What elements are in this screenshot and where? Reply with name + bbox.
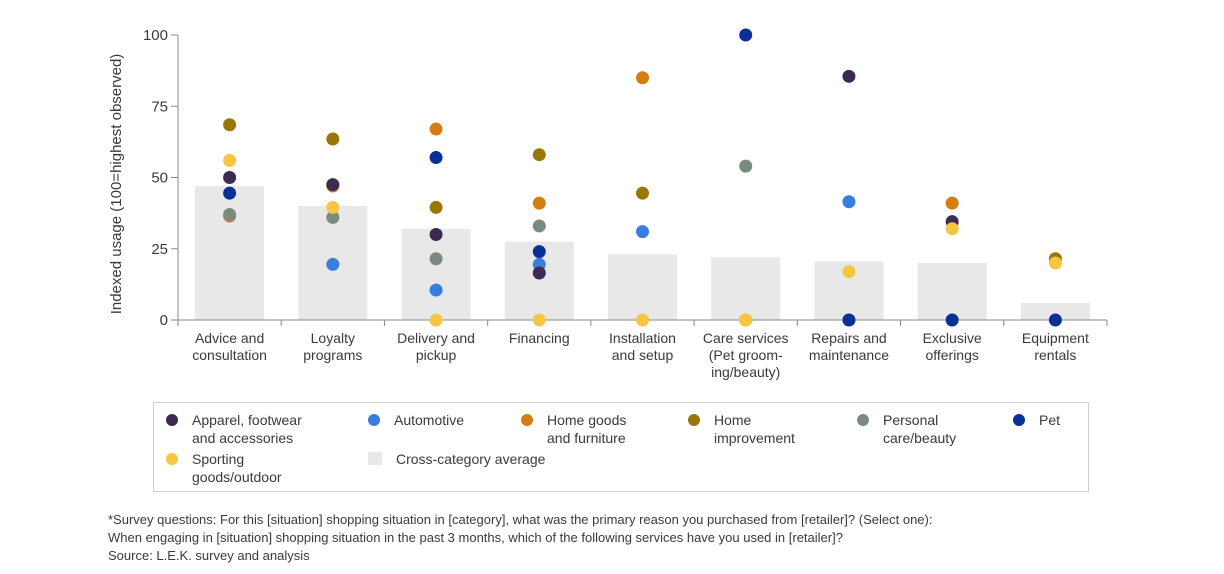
data-point — [636, 313, 649, 327]
legend-swatch — [166, 453, 178, 465]
legend-label: Pet — [1039, 412, 1061, 428]
data-point — [429, 122, 443, 136]
data-point — [842, 313, 856, 327]
x-axis: Advice and consultation Loyalty programs Del… — [177, 319, 1108, 380]
legend-label: Sporting goods/outdoor — [192, 451, 282, 485]
legend-label: Home improvement — [714, 412, 795, 446]
data-point — [842, 69, 856, 83]
data-point — [739, 159, 753, 173]
average-bar — [917, 263, 987, 320]
legend-swatch — [368, 414, 380, 426]
data-point — [739, 28, 753, 42]
legend-item: Sporting goods/outdoor — [166, 450, 282, 486]
data-point — [223, 153, 237, 167]
legend-item: Apparel, footwear and accessories — [166, 411, 302, 447]
data-point — [945, 313, 959, 327]
legend-item: Pet — [1013, 411, 1060, 429]
category-label: Exclusive offerings — [923, 330, 982, 363]
data-point — [326, 257, 340, 271]
y-tick-label: 100 — [143, 27, 168, 44]
y-tick-label: 75 — [151, 98, 168, 115]
average-bar — [608, 254, 677, 320]
data-point — [945, 196, 959, 210]
data-point — [223, 171, 237, 184]
data-point — [326, 132, 340, 146]
legend-swatch — [857, 414, 869, 426]
data-point — [326, 200, 340, 214]
average-bar — [1020, 302, 1090, 320]
legend-swatch — [688, 414, 700, 426]
y-axis: 0 25 50 75 100 — [143, 27, 179, 329]
y-tick-label: 50 — [151, 170, 168, 187]
data-point — [223, 118, 237, 132]
category-label: Repairs and maintenance — [809, 330, 889, 363]
data-point — [1048, 313, 1062, 327]
footnote-line-2: When engaging in [situation] shopping si… — [108, 530, 843, 545]
data-point — [739, 313, 753, 327]
legend-label: Home goods and furniture — [547, 412, 627, 446]
data-point — [429, 313, 443, 327]
category-label: Advice and consultation — [192, 330, 267, 363]
data-point — [532, 245, 546, 259]
footnote: *Survey questions: For this [situation] … — [108, 511, 1208, 565]
data-point — [429, 252, 443, 266]
data-point — [429, 151, 443, 165]
data-point — [532, 148, 546, 162]
footnote-line-1: *Survey questions: For this [situation] … — [108, 512, 933, 527]
legend-item: Cross-category average — [368, 450, 545, 468]
legend-item: Personal care/beauty — [857, 411, 956, 447]
data-point — [636, 71, 649, 85]
legend-item: Home improvement — [688, 411, 795, 447]
legend-item: Automotive — [368, 411, 464, 429]
data-point — [636, 225, 649, 239]
data-point — [429, 228, 443, 241]
y-tick-label: 25 — [151, 241, 168, 258]
data-point — [429, 283, 443, 297]
data-point — [532, 266, 546, 280]
legend-label: Apparel, footwear and accessories — [192, 412, 302, 446]
data-point — [636, 186, 649, 200]
category-label: Delivery and pickup — [397, 330, 475, 363]
data-point — [842, 265, 856, 279]
legend-item: Home goods and furniture — [521, 411, 626, 447]
legend-swatch — [368, 452, 382, 465]
legend-label: Automotive — [394, 412, 465, 428]
legend-label: Cross-category average — [396, 451, 546, 467]
legend-swatch — [166, 414, 178, 426]
category-label: Installation and setup — [609, 330, 676, 363]
y-axis-label: Indexed usage (100=highest observed) — [108, 54, 125, 315]
data-point — [532, 196, 546, 210]
data-point — [223, 186, 237, 200]
data-point — [842, 195, 856, 209]
data-point — [945, 222, 959, 236]
category-label: Loyalty programs — [303, 330, 362, 363]
data-points — [223, 28, 1062, 327]
footnote-source: Source: L.E.K. survey and analysis — [108, 548, 310, 563]
category-label: Equipment rentals — [1022, 330, 1089, 363]
average-bar — [711, 257, 781, 320]
legend-swatch — [1013, 414, 1025, 426]
average-bar — [195, 186, 265, 320]
data-point — [1048, 256, 1062, 270]
data-point — [326, 210, 340, 224]
data-point — [326, 178, 340, 192]
legend-label: Personal care/beauty — [883, 412, 957, 446]
category-label: Care services (Pet groom-ing/beauty) — [703, 330, 789, 380]
data-point — [223, 208, 237, 222]
data-point — [429, 200, 443, 214]
y-tick-label: 0 — [160, 312, 168, 329]
category-label: Financing — [509, 330, 570, 346]
average-bar — [401, 228, 471, 320]
data-point — [532, 313, 546, 327]
data-point — [532, 219, 546, 233]
legend: Apparel, footwear and accessories Automoti… — [153, 402, 1089, 492]
legend-swatch — [521, 414, 533, 426]
chart: 0 25 50 75 100 Advice and consultation Loyalty… — [108, 27, 1108, 380]
